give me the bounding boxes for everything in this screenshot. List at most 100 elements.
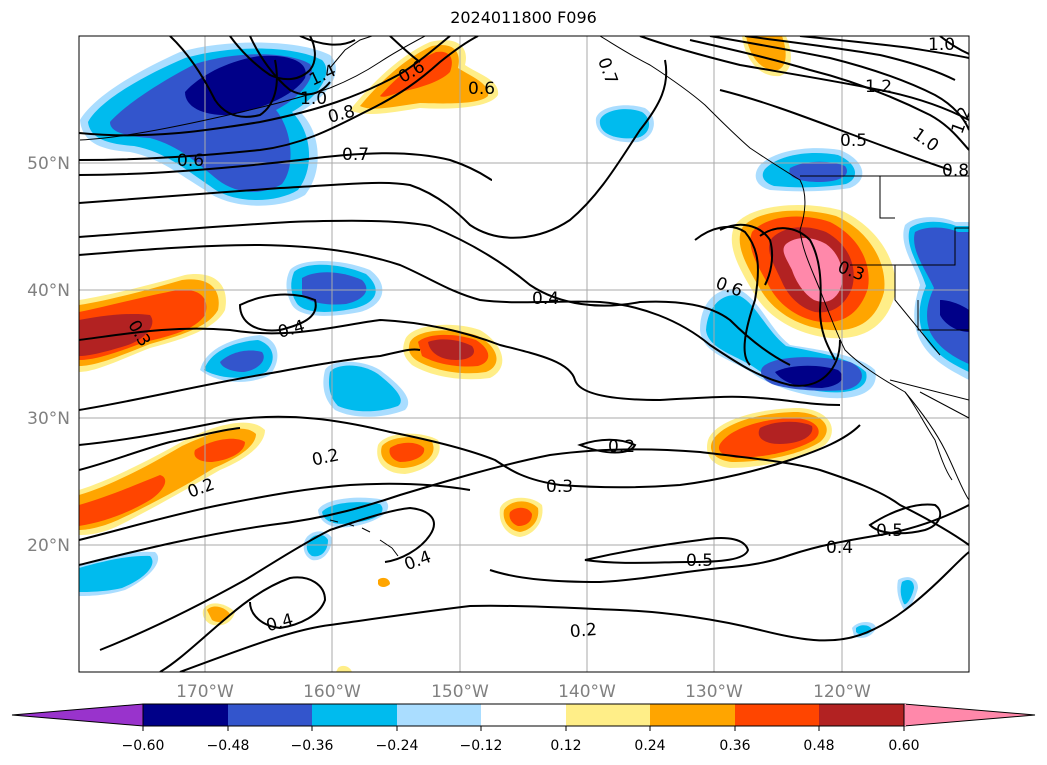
lon-label: 130°W xyxy=(685,682,743,702)
contour-label: 1.0 xyxy=(928,35,955,55)
contour-line xyxy=(79,348,421,411)
contour-line xyxy=(79,36,479,161)
contour-lines xyxy=(79,36,969,672)
contour-label: 0.2 xyxy=(569,620,598,642)
contour-label: 1.2 xyxy=(865,77,892,97)
colorbar-swatch xyxy=(481,704,566,726)
colorbar-swatch xyxy=(735,704,819,726)
colorbar-swatch xyxy=(566,704,650,726)
contour-line xyxy=(759,227,836,361)
contour-line xyxy=(99,506,435,651)
baja-coast xyxy=(904,391,953,481)
blue-field xyxy=(789,161,848,182)
contour-line xyxy=(79,219,791,366)
contour-label: 0.6 xyxy=(468,79,495,99)
contour-line xyxy=(79,482,471,541)
contour-label: 0.4 xyxy=(532,289,559,309)
contour-line xyxy=(299,36,356,46)
contour-line xyxy=(79,243,841,387)
colorbar-tick-label: −0.12 xyxy=(460,738,503,754)
state-border xyxy=(917,300,969,331)
contour-line xyxy=(719,223,774,286)
contour-label: 0.2 xyxy=(608,437,635,457)
red-field xyxy=(783,238,843,302)
state-border xyxy=(879,176,895,219)
contour-line xyxy=(709,36,969,131)
blue-field xyxy=(775,365,843,388)
contour-line xyxy=(799,36,969,59)
contour-line xyxy=(489,504,969,584)
contour-line xyxy=(79,152,493,181)
colorbar-swatch xyxy=(228,704,312,726)
colorbar-tick-label: −0.36 xyxy=(291,738,334,754)
blue-field xyxy=(79,555,153,592)
colorbar-tick-label: 0.60 xyxy=(888,738,919,754)
colorbar-swatch xyxy=(312,704,397,726)
contour-line xyxy=(169,36,278,118)
contour-line xyxy=(159,576,327,672)
colorbar-ticks xyxy=(142,726,905,731)
lat-label: 40°N xyxy=(27,281,70,301)
colorbar-tick-label: 0.48 xyxy=(803,738,834,754)
colorbar-tick-label: 0.36 xyxy=(719,738,750,754)
colorbar-tick-label: −0.60 xyxy=(122,738,165,754)
contour-line xyxy=(689,39,969,151)
contour-label: 0.5 xyxy=(840,131,867,151)
contour-line xyxy=(939,36,969,55)
red-field xyxy=(378,577,390,587)
shaded-fields xyxy=(79,36,969,672)
lon-label: 140°W xyxy=(558,682,616,702)
red-field xyxy=(428,339,475,360)
lon-label: 150°W xyxy=(431,682,489,702)
colorbar: −0.60 −0.48 −0.36 −0.24 −0.12 0.12 0.24 … xyxy=(11,703,1036,754)
state-border xyxy=(894,265,941,356)
contour-line xyxy=(577,438,637,454)
blue-field xyxy=(220,350,264,372)
colorbar-tick-label: 0.12 xyxy=(550,738,581,754)
blue-field xyxy=(940,300,969,332)
blue-field xyxy=(302,272,367,305)
contour-line xyxy=(229,36,316,81)
contour-line xyxy=(79,36,451,137)
inland-coast xyxy=(919,391,969,419)
red-field xyxy=(207,606,230,622)
red-field xyxy=(194,438,245,462)
hawaii-islands xyxy=(329,519,399,557)
contour-label: 0.6 xyxy=(177,151,204,171)
red-field xyxy=(389,442,425,462)
lon-label: 170°W xyxy=(176,682,234,702)
mexico-border xyxy=(889,379,969,401)
contour-line xyxy=(584,537,750,564)
state-border xyxy=(850,227,969,266)
map-content: 1.0 1.2 1.0 1.2 0.5 0.8 0.7 1.4 1.0 0.6 … xyxy=(79,35,976,672)
map-title: 2024011800 F096 xyxy=(450,8,597,27)
contour-labels: 1.0 1.2 1.0 1.2 0.5 0.8 0.7 1.4 1.0 0.6 … xyxy=(123,35,976,642)
red-field xyxy=(336,665,352,672)
map-frame xyxy=(78,35,970,673)
contour-label: 1.2 xyxy=(948,104,976,136)
lat-label: 20°N xyxy=(27,536,70,556)
colorbar-tick-label: 0.24 xyxy=(634,738,665,754)
blue-field xyxy=(900,580,914,605)
blue-field xyxy=(328,365,401,412)
colorbar-tick-label: −0.24 xyxy=(376,738,419,754)
contour-label: 0.7 xyxy=(342,145,369,165)
colorbar-frame xyxy=(142,703,905,727)
contour-line xyxy=(639,36,969,121)
colorbar-extend-high xyxy=(903,703,1036,727)
red-field xyxy=(380,51,452,97)
contour-line xyxy=(238,293,317,332)
contour-line xyxy=(744,36,956,81)
contour-label: 0.8 xyxy=(942,161,969,181)
contour-line xyxy=(719,89,951,171)
longitude-labels: 170°W 160°W 150°W 140°W 130°W 120°W xyxy=(176,682,871,702)
latitude-labels: 50°N 40°N 30°N 20°N xyxy=(27,154,70,556)
red-field xyxy=(509,507,532,526)
contour-label: 1.0 xyxy=(300,89,327,109)
colorbar-swatch xyxy=(397,704,481,726)
contour-line xyxy=(694,225,759,366)
lat-label: 30°N xyxy=(27,409,70,429)
contour-line xyxy=(79,59,668,239)
contour-line xyxy=(79,448,969,566)
lat-label: 50°N xyxy=(27,154,70,174)
